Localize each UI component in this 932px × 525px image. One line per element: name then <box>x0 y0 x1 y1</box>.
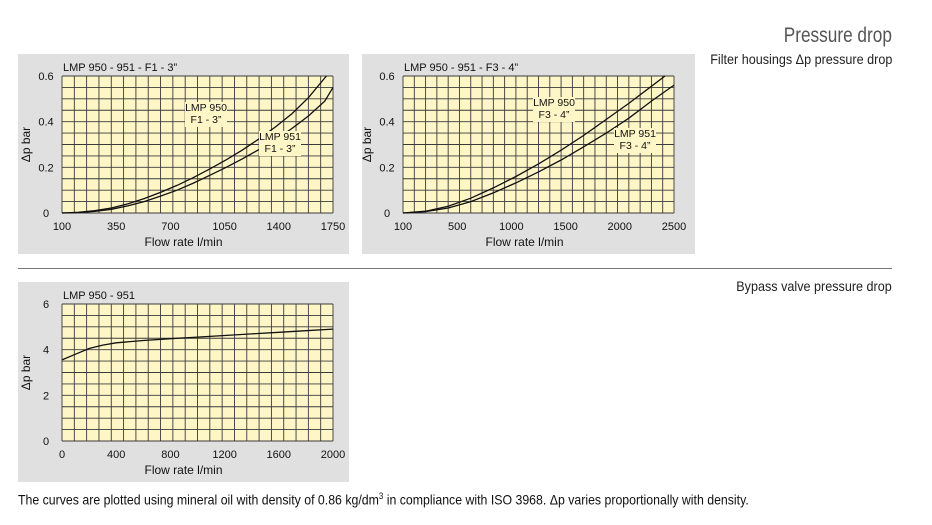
x-tick-label: 1600 <box>267 449 291 461</box>
y-axis-label: Δp bar <box>19 355 33 390</box>
x-axis-label: Flow rate l/min <box>144 463 222 477</box>
y-tick-label: 0.4 <box>379 117 394 129</box>
series-label-line: F3 - 4” <box>620 140 651 152</box>
y-tick-label: 0 <box>384 208 390 220</box>
y-tick-label: 0 <box>43 436 49 448</box>
x-tick-label: 1050 <box>212 221 236 233</box>
footnote-superscript: 3 <box>378 491 384 501</box>
chart-panel-f1: LMP 950 - 951 - F1 - 3” 100 350 700 1050 1400… <box>18 54 349 254</box>
y-tick-label: 4 <box>43 345 49 357</box>
series-label-bg <box>614 128 656 153</box>
footnote-text: The curves are plotted using mineral oil… <box>18 491 379 508</box>
series-line-1 <box>402 75 666 214</box>
page-title: Pressure drop <box>783 24 892 47</box>
series-label-line: LMP 951 <box>259 131 301 143</box>
bypass-section-label: Bypass valve pressure drop <box>736 278 892 294</box>
x-tick-label: 350 <box>107 221 125 233</box>
series-label-bg <box>259 131 301 156</box>
series-label-line: F3 - 4” <box>539 109 570 121</box>
y-tick-label: 0.6 <box>38 71 53 83</box>
series-label-line: LMP 950 <box>185 102 227 114</box>
y-tick-label: 0.2 <box>38 162 53 174</box>
series-line-2 <box>61 87 334 214</box>
x-tick-label: 100 <box>53 221 71 233</box>
section-subtitle: Filter housings Δp pressure drop <box>709 51 892 67</box>
x-axis-label: Flow rate l/min <box>485 235 563 249</box>
y-axis-label: Δp bar <box>362 127 374 162</box>
x-tick-label: 1500 <box>553 221 577 233</box>
footnote-text-end: in compliance with ISO 3968. Δp varies p… <box>383 491 749 508</box>
chart-panel-f3: LMP 950 - 951 - F3 - 4” 100 500 1000 1500 200… <box>362 54 695 254</box>
x-axis-label: Flow rate l/min <box>144 235 222 249</box>
x-tick-label: 2000 <box>321 449 345 461</box>
x-tick-label: 1400 <box>267 221 291 233</box>
y-tick-label: 0 <box>43 208 49 220</box>
x-tick-label: 800 <box>161 449 179 461</box>
chart-title: LMP 950 - 951 <box>63 290 135 302</box>
series-label-bg <box>533 97 575 122</box>
x-tick-label: 1000 <box>499 221 523 233</box>
series-label-line: LMP 950 <box>533 97 575 109</box>
y-tick-label: 0.6 <box>379 71 394 83</box>
y-tick-label: 6 <box>43 299 49 311</box>
y-axis-label: Δp bar <box>19 127 33 162</box>
chart-title: LMP 950 - 951 - F1 - 3” <box>63 62 177 74</box>
x-tick-label: 0 <box>59 449 65 461</box>
chart-panel-bypass: LMP 950 - 951 0 400 800 1200 1600 2000 0 2 4 6 Flow… <box>18 282 349 482</box>
series-line-2 <box>402 84 675 214</box>
x-tick-label: 700 <box>161 221 179 233</box>
section-divider <box>18 268 892 269</box>
x-tick-label: 400 <box>107 449 125 461</box>
series-label-line: F1 - 3” <box>191 114 222 126</box>
chart-f3-svg: LMP 950 - 951 - F3 - 4” 100 500 1000 1500 200… <box>362 62 686 249</box>
x-tick-label: 500 <box>448 221 466 233</box>
chart-title: LMP 950 - 951 - F3 - 4” <box>404 62 518 74</box>
series-label-line: F1 - 3” <box>265 143 296 155</box>
series-label-bg <box>185 102 227 127</box>
x-tick-label: 1750 <box>321 221 345 233</box>
footnote: The curves are plotted using mineral oil… <box>18 491 749 508</box>
x-tick-label: 2000 <box>608 221 632 233</box>
chart-f1-svg: LMP 950 - 951 - F1 - 3” 100 350 700 1050 1400… <box>19 62 345 249</box>
y-tick-label: 0.4 <box>38 117 53 129</box>
series-line-1 <box>61 75 327 214</box>
y-tick-label: 2 <box>43 390 49 402</box>
x-tick-label: 2500 <box>662 221 686 233</box>
chart-bypass-svg: LMP 950 - 951 0 400 800 1200 1600 2000 0 2 4 6 Flow… <box>19 290 345 477</box>
x-tick-label: 1200 <box>212 449 236 461</box>
series-label-line: LMP 951 <box>614 128 656 140</box>
y-tick-label: 0.2 <box>379 162 394 174</box>
series-line-1 <box>61 328 334 361</box>
x-tick-label: 100 <box>394 221 412 233</box>
